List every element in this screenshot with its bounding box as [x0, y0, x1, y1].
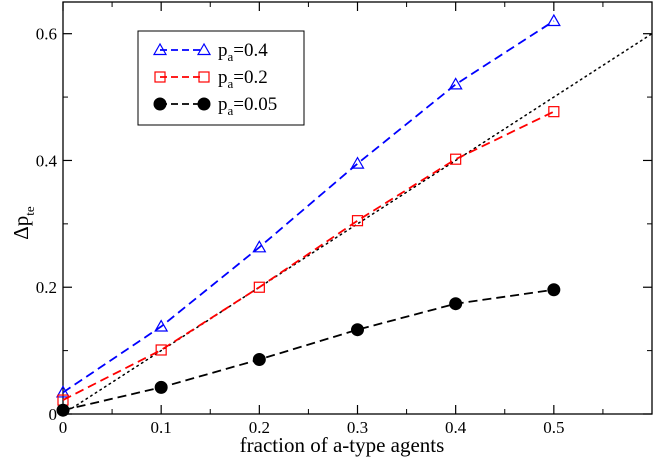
- legend-label-main: p: [218, 67, 228, 88]
- data-point: [154, 380, 168, 394]
- data-point: [252, 352, 266, 366]
- y-axis-title-sub: te: [22, 206, 37, 216]
- data-point: [546, 13, 561, 27]
- x-tick-label: 0.2: [249, 418, 270, 437]
- data-point: [154, 319, 169, 332]
- x-tick-label: 0.3: [347, 418, 368, 437]
- data-point: [252, 240, 267, 253]
- series-line: [62, 20, 555, 394]
- y-axis-title-main: Δp: [9, 216, 33, 240]
- y-tick-label: 0.2: [36, 278, 57, 297]
- series-2: [56, 283, 561, 417]
- legend-label: pa=0.2: [218, 67, 268, 91]
- x-tick-label: 0.5: [543, 418, 564, 437]
- legend: pa=0.4pa=0.2pa=0.05: [137, 30, 305, 126]
- legend-label-value: =0.2: [233, 67, 267, 88]
- series-line: [62, 288, 554, 412]
- legend-label-sub: a: [228, 76, 234, 91]
- x-tick-label: 0.1: [151, 418, 172, 437]
- data-point: [547, 283, 561, 297]
- reference-diagonal-line: [62, 32, 653, 415]
- legend-label: pa=0.4: [218, 40, 268, 64]
- legend-label-sub: a: [228, 49, 234, 64]
- data-point: [450, 153, 462, 165]
- y-tick-label: 0.6: [36, 25, 57, 44]
- legend-marker: [197, 97, 211, 111]
- data-point: [155, 344, 167, 356]
- x-axis-title: fraction of a-type agents: [240, 433, 445, 457]
- legend-marker: [198, 71, 210, 83]
- legend-label-value: =0.05: [233, 94, 277, 115]
- axis-ticks: 0 0.1 0.2 0.3 0.4 0.5 0 0.2 0.4 0.6: [36, 2, 652, 437]
- data-point: [350, 156, 365, 169]
- data-point: [56, 403, 70, 417]
- reference-line-layer: [62, 32, 653, 415]
- legend-label-sub: a: [228, 103, 234, 118]
- legend-marker: [154, 71, 166, 83]
- data-point: [448, 77, 463, 90]
- series-0: [55, 13, 561, 398]
- legend-box: [137, 30, 305, 126]
- legend-entry: pa=0.2: [154, 67, 268, 91]
- legend-entry: pa=0.4: [152, 40, 268, 64]
- y-axis-title: Δpte: [9, 206, 37, 240]
- series-line: [62, 110, 555, 401]
- data-point: [449, 297, 463, 311]
- data-point: [351, 215, 364, 227]
- x-tick-label: 0.4: [445, 418, 467, 437]
- legend-marker: [196, 42, 212, 56]
- legend-marker: [153, 97, 167, 111]
- y-tick-label: 0: [49, 405, 58, 424]
- data-point: [55, 385, 71, 398]
- legend-label-main: p: [218, 40, 228, 61]
- legend-marker: [152, 42, 168, 56]
- x-tick-label: 0: [59, 418, 68, 437]
- data-point: [351, 323, 364, 337]
- legend-label-main: p: [218, 94, 228, 115]
- data-point: [548, 106, 560, 118]
- data-point: [253, 281, 265, 293]
- legend-entry: pa=0.05: [153, 94, 277, 118]
- legend-label: pa=0.05: [218, 94, 277, 118]
- legend-label-value: =0.4: [233, 40, 268, 61]
- y-tick-label: 0.4: [36, 151, 58, 170]
- series-layer: [55, 13, 561, 417]
